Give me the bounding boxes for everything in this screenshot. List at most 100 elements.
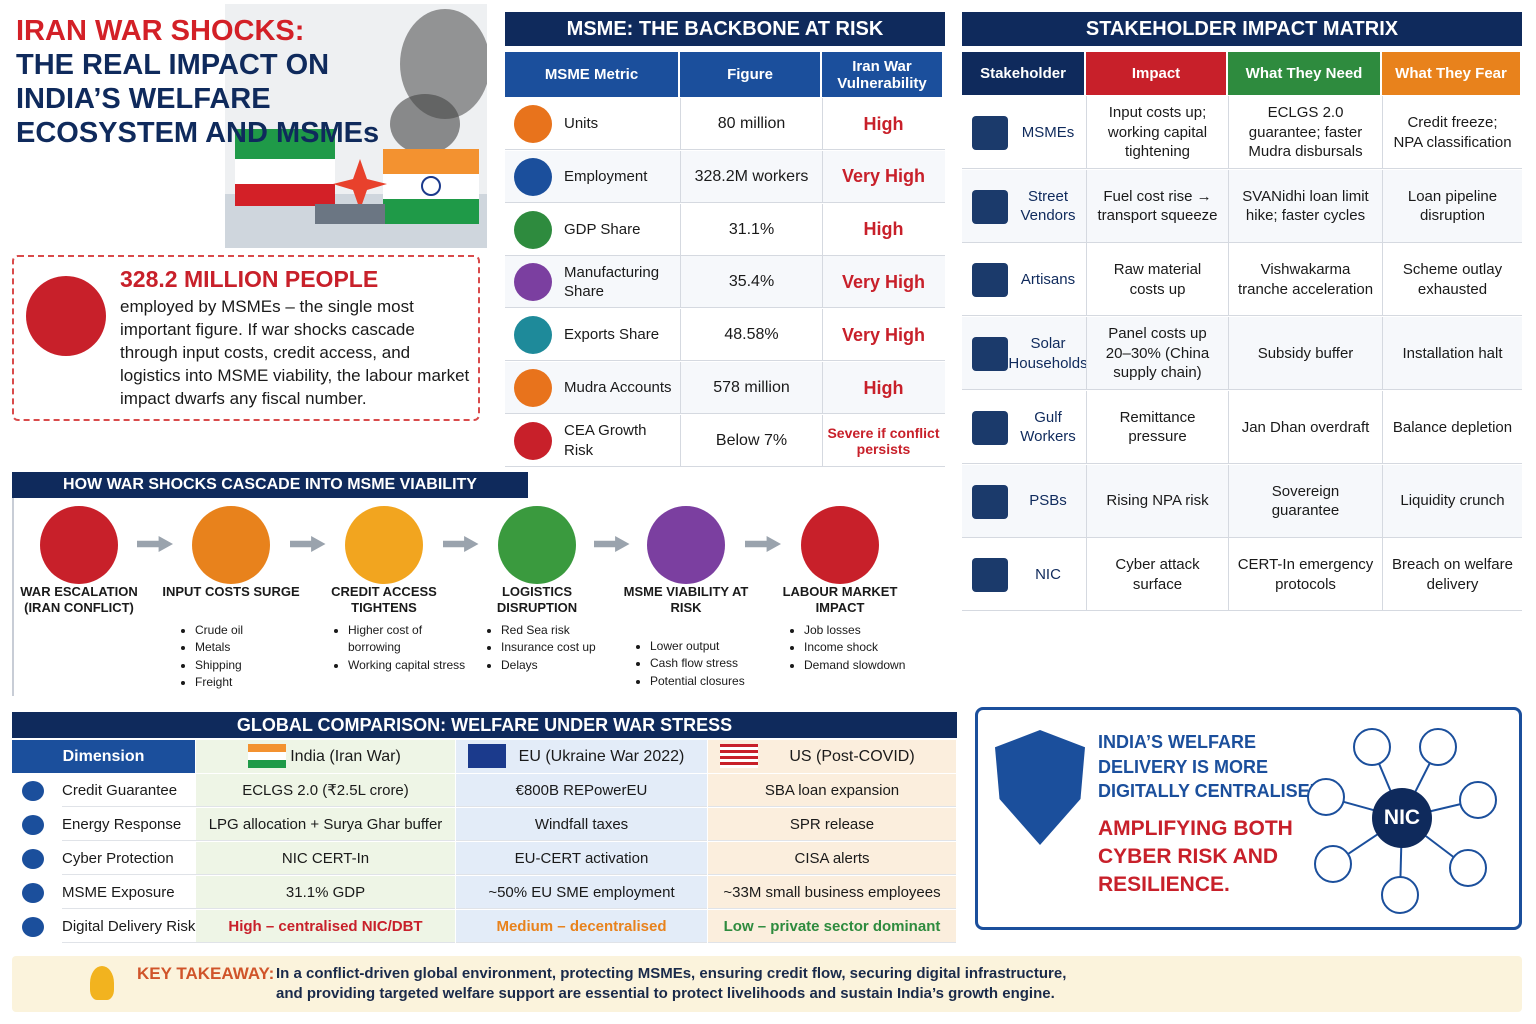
matrix-icon (972, 410, 1008, 445)
cascade-bullet: Red Sea risk (501, 622, 621, 639)
comparison-icon (22, 883, 44, 903)
comparison-header: India (Iran War) (196, 740, 455, 773)
flag-icon (468, 744, 506, 768)
matrix-cell: Credit freeze; NPA classification (1382, 96, 1522, 169)
matrix-stakeholder: Artisans (1020, 271, 1076, 289)
msme-header: MSME Metric (505, 52, 678, 97)
cascade-label: LOGISTICS DISRUPTION (496, 584, 578, 615)
comparison-dimension: Digital Delivery Risk (62, 910, 196, 943)
matrix-cell: Jan Dhan overdraft (1228, 390, 1382, 464)
matrix-cell: Remittance pressure (1086, 390, 1228, 464)
cascade-bullet: Job losses (804, 622, 924, 639)
cascade-icon (647, 506, 725, 584)
nic-node (1353, 728, 1391, 766)
cascade-bullet: Cash flow stress (650, 655, 770, 672)
comparison-dimension: Energy Response (62, 808, 196, 841)
msme-figure: 80 million (680, 98, 822, 150)
msme-metric: Employment (564, 168, 648, 186)
cascade-bullets: Red Sea riskInsurance cost upDelays (487, 622, 621, 674)
matrix-cell: Liquidity crunch (1382, 464, 1522, 538)
matrix-cell: Raw material costs up (1086, 243, 1228, 317)
header-illustration (225, 4, 487, 248)
msme-metric: Mudra Accounts (564, 379, 672, 397)
cascade-bullet: Working capital stress (348, 657, 468, 674)
cascade-bullets: Lower outputCash flow stressPotential cl… (636, 638, 770, 690)
matrix-row (962, 390, 1522, 464)
matrix-cell: Sovereign guarantee (1228, 464, 1382, 538)
nic-emphasis: AMPLIFYING BOTH CYBER RISK AND RESILIENC… (1098, 817, 1293, 896)
nic-statement: INDIA’S WELFARE DELIVERY IS MORE DIGITAL… (1098, 732, 1338, 801)
matrix-stakeholder: PSBs (1029, 492, 1067, 510)
matrix-cell: Input costs up; working capital tighteni… (1086, 96, 1228, 169)
comparison-cell: ~50% EU SME employment (456, 876, 707, 909)
msme-icon (514, 210, 552, 249)
cascade-icon (801, 506, 879, 584)
callout-box (12, 255, 480, 421)
comparison-icon (22, 781, 44, 801)
matrix-cell: Loan pipeline disruption (1382, 169, 1522, 243)
matrix-cell: Fuel cost rise → transport squeeze (1086, 169, 1228, 243)
matrix-cell: Panel costs up 20–30% (China supply chai… (1086, 317, 1228, 391)
msme-row (505, 362, 945, 414)
nic-node (1307, 778, 1345, 816)
msme-icon (514, 157, 552, 196)
matrix-cell: Vishwakarma tranche acceleration (1228, 243, 1382, 317)
flag-icon (720, 744, 758, 768)
matrix-cell: Balance depletion (1382, 390, 1522, 464)
matrix-row (962, 317, 1522, 391)
cascade-label: WAR ESCALATION (IRAN CONFLICT) (20, 584, 138, 615)
cascade-bullet: Shipping (195, 657, 315, 674)
callout-headline: 328.2 MILLION PEOPLE (120, 266, 379, 292)
msme-vulnerability: Severe if conflict persists (822, 414, 944, 467)
matrix-header: Impact (1086, 52, 1226, 95)
title-lead: IRAN WAR SHOCKS: (16, 15, 305, 47)
cascade-label: CREDIT ACCESS TIGHTENS (331, 584, 437, 615)
cascade-bullet: Metals (195, 639, 315, 656)
comparison-cell: SPR release (708, 808, 956, 841)
msme-metric: CEA Growth Risk (564, 422, 647, 459)
comparison-cell: EU-CERT activation (456, 842, 707, 875)
comparison-cell: SBA loan expansion (708, 774, 956, 807)
cascade-bullet: Crude oil (195, 622, 315, 639)
msme-figure: 35.4% (680, 256, 822, 309)
cascade-icon (192, 506, 270, 584)
cascade-bullets: Job lossesIncome shockDemand slowdown (790, 622, 924, 674)
cascade-bullet: Delays (501, 657, 621, 674)
matrix-stakeholder: Street Vendors (1020, 187, 1076, 225)
matrix-header: Stakeholder (962, 52, 1084, 95)
msme-figure: 578 million (680, 362, 822, 414)
msme-metric: Manufacturing Share (564, 263, 660, 301)
msme-vulnerability: High (822, 203, 944, 256)
msme-icon (514, 421, 552, 460)
comparison-dimension: Cyber Protection (62, 842, 196, 875)
msme-row (505, 203, 945, 256)
cascade-icon (498, 506, 576, 584)
cascade-bullet: Income shock (804, 639, 924, 656)
msme-row (505, 414, 945, 467)
matrix-title: STAKEHOLDER IMPACT MATRIX (962, 12, 1522, 46)
comparison-cell: NIC CERT-In (196, 842, 455, 875)
matrix-cell: Rising NPA risk (1086, 464, 1228, 538)
matrix-icon (972, 263, 1008, 298)
cascade-bullet: Higher cost of borrowing (348, 622, 468, 657)
msme-vulnerability: Very High (822, 309, 944, 362)
cascade-bullet: Freight (195, 674, 315, 691)
comparison-icon (22, 917, 44, 937)
msme-figure: 48.58% (680, 309, 822, 362)
matrix-cell: SVANidhi loan limit hike; faster cycles (1228, 169, 1382, 243)
nic-node (1314, 845, 1352, 883)
nic-hub: NIC (1372, 788, 1432, 848)
title-rest: THE REAL IMPACT ON INDIA’S WELFARE ECOSY… (16, 49, 380, 149)
cascade-arrow (745, 536, 781, 552)
msme-metric: Exports Share (564, 326, 660, 344)
flag-icon (248, 744, 286, 768)
msme-vulnerability: High (822, 362, 944, 414)
cascade-icon (40, 506, 118, 584)
msme-row (505, 309, 945, 362)
msme-vulnerability: High (822, 98, 944, 150)
comparison-cell: ~33M small business employees (708, 876, 956, 909)
comparison-cell: Windfall taxes (456, 808, 707, 841)
nic-node (1419, 728, 1457, 766)
comparison-title: GLOBAL COMPARISON: WELFARE UNDER WAR STR… (12, 712, 957, 738)
